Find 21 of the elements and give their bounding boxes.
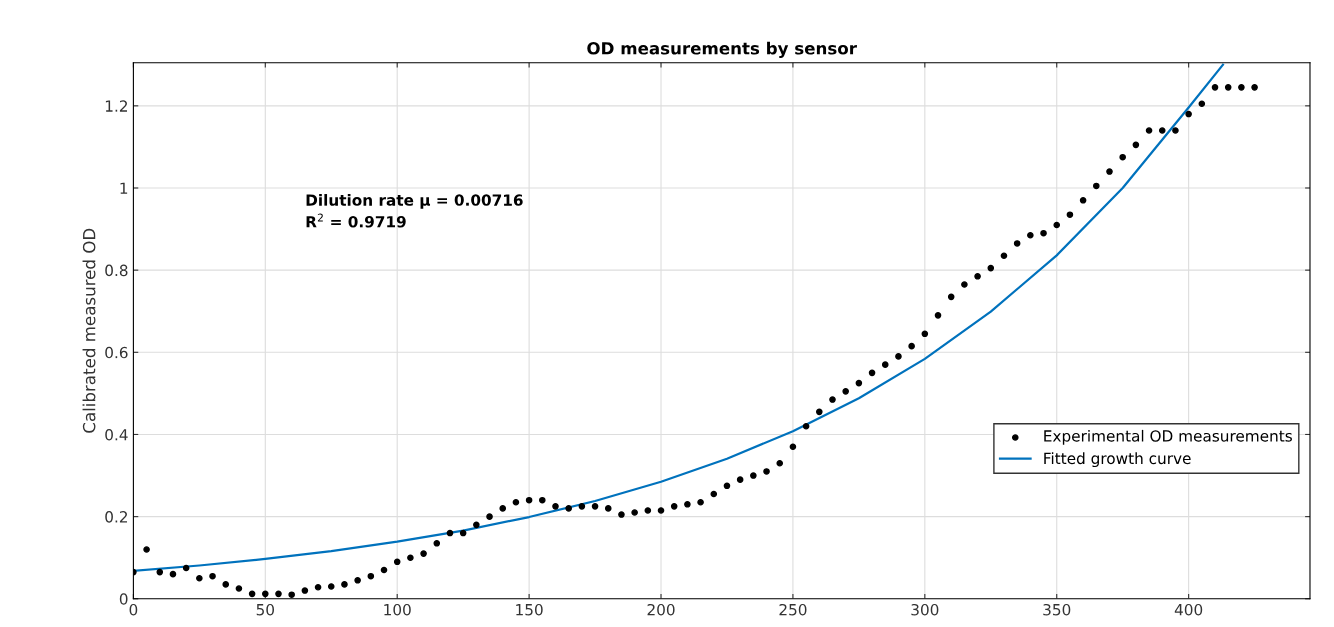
- x-tick-label: 150: [516, 603, 543, 616]
- y-tick-label: 0: [119, 593, 128, 605]
- chart-title: OD measurements by sensor: [587, 41, 857, 58]
- x-tick-label: 400: [1174, 603, 1203, 616]
- y-tick-label: 1.2: [105, 100, 128, 112]
- y-tick-label: 0.8: [105, 264, 128, 277]
- x-tick-label: 250: [779, 603, 807, 616]
- x-tick-label: 200: [647, 603, 675, 616]
- legend-label: Fitted growth curve: [1044, 452, 1191, 468]
- x-tick-label: 100: [384, 603, 411, 616]
- y-axis-title: Calibrated measured OD: [82, 228, 96, 433]
- x-tick-label: 50: [256, 603, 275, 616]
- x-tick-label: 350: [1043, 603, 1071, 616]
- y-tick-label: 0.4: [105, 428, 128, 441]
- x-tick-label: 0: [129, 603, 138, 616]
- y-tick-label: 0.6: [105, 346, 128, 359]
- x-tick-label: 300: [911, 603, 939, 616]
- legend-label: Experimental OD measurements: [1044, 429, 1292, 445]
- annotation: Dilution rate μ = 0.00716 R$^{2}$ = 0.9719: [306, 194, 523, 228]
- y-tick-label: 0.2: [105, 511, 128, 523]
- y-tick-label: 1: [120, 182, 128, 194]
